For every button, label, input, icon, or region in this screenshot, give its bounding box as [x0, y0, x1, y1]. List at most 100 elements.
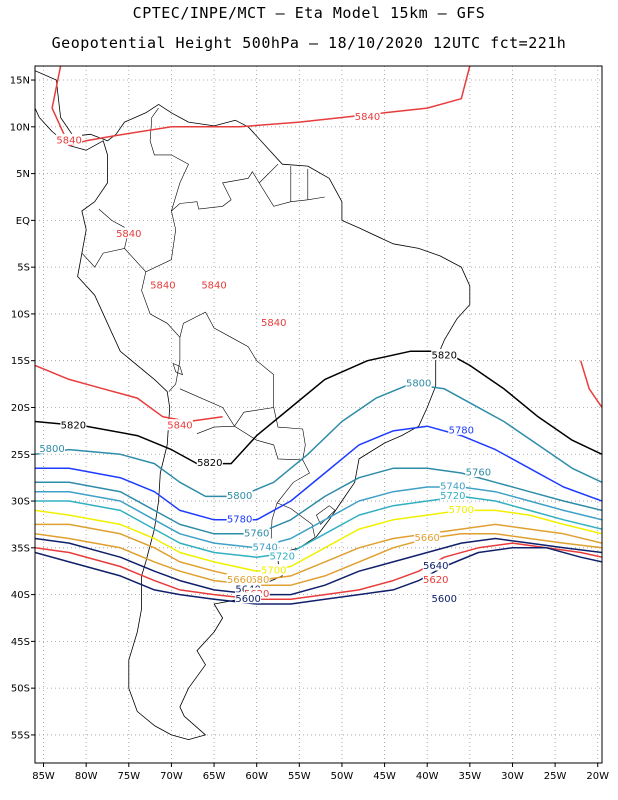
- contour-label: 5600: [235, 594, 260, 605]
- country-border: [98, 208, 130, 249]
- contour-label: 5680: [244, 575, 269, 586]
- contour-5600: [35, 547, 602, 605]
- lat-tick-label: 10S: [11, 309, 30, 320]
- contour-label: 5780: [227, 514, 252, 525]
- contour-5720: [35, 495, 602, 558]
- contour-label: 5800: [227, 491, 252, 502]
- contour-label: 5840: [116, 229, 141, 240]
- lon-tick-label: 80W: [75, 771, 98, 782]
- lat-tick-label: 50S: [11, 684, 30, 695]
- contour-label-bg: [422, 559, 449, 571]
- contour-label-bg: [422, 573, 449, 585]
- contour-5680: [35, 523, 602, 582]
- lon-tick-label: 75W: [117, 771, 140, 782]
- lon-tick-label: 20W: [586, 771, 609, 782]
- contour-5800: [35, 383, 602, 498]
- contour-label: 5820: [197, 458, 222, 469]
- contour-label-bg: [226, 489, 253, 501]
- contour-label-bg: [269, 550, 296, 562]
- lat-tick-label: 5N: [16, 169, 30, 180]
- contour-label-bg: [201, 278, 228, 290]
- land-outlines: [35, 70, 471, 740]
- lat-tick-label: 45S: [11, 637, 30, 648]
- contour-label-bg: [439, 489, 466, 501]
- contour-label-bg: [243, 526, 270, 538]
- country-border: [234, 407, 306, 461]
- contour-5660: [35, 533, 602, 586]
- contour-label-bg: [56, 133, 83, 145]
- lon-tick-label: 30W: [501, 771, 524, 782]
- contour-label: 5740: [440, 482, 465, 493]
- contour-label-bg: [226, 512, 253, 524]
- contour-label-bg: [39, 442, 66, 454]
- contour-label-bg: [405, 377, 432, 389]
- contour-label: 5720: [270, 552, 295, 563]
- lat-tick-label: 20S: [11, 403, 30, 414]
- contour-label: 5840: [150, 280, 175, 291]
- height-contours: [35, 66, 602, 605]
- contour-label-bg: [149, 278, 176, 290]
- contour-label-bg: [243, 573, 270, 585]
- contour-label: 5840: [56, 135, 81, 146]
- contour-5840: [51, 66, 471, 147]
- lat-tick-label: 55S: [11, 730, 30, 741]
- contour-label: 5840: [355, 112, 380, 123]
- country-border: [141, 171, 325, 338]
- contour-label-bg: [196, 456, 223, 468]
- contour-5640: [35, 537, 602, 596]
- contour-label-bg: [448, 423, 475, 435]
- contour-5760: [35, 467, 602, 535]
- lon-tick-label: 60W: [245, 771, 268, 782]
- map-frame: [34, 65, 603, 764]
- contour-label: 5700: [449, 505, 474, 516]
- lon-tick-label: 70W: [160, 771, 183, 782]
- contour-label: 5840: [261, 318, 286, 329]
- latitude-tick-labels: 15N 10N 5N EQ 5S 10S 15S 20S 25S 30S 35S 40S 45S 50S 5…: [10, 76, 35, 741]
- lon-tick-label: 55W: [288, 771, 311, 782]
- lat-tick-label: 25S: [11, 450, 30, 461]
- contour-5780: [35, 425, 602, 521]
- contour-label: 5820: [432, 351, 457, 362]
- contour-label-bg: [414, 531, 441, 543]
- lat-tick-label: 5S: [17, 263, 30, 274]
- contour-label-bg: [260, 564, 287, 576]
- lat-tick-label: 15S: [11, 356, 30, 367]
- contour-labels: 5840 5840 5840 5840 5840 5840 5840 5820 5820 5820…: [39, 110, 492, 605]
- contour-label: 5840: [201, 280, 226, 291]
- contour-label: 5760: [466, 467, 491, 478]
- contour-5840: [35, 364, 223, 423]
- lake-outline: [172, 362, 183, 376]
- country-border: [258, 163, 279, 184]
- contour-label: 5840: [167, 421, 192, 432]
- country-border: [168, 383, 176, 392]
- contour-label: 5780: [449, 425, 474, 436]
- country-border: [81, 248, 147, 273]
- lat-tick-label: EQ: [16, 216, 30, 227]
- lake-outline: [316, 505, 336, 525]
- contour-label-bg: [260, 316, 287, 328]
- contour-label: 5640: [423, 561, 448, 572]
- title-line-2: Geopotential Height 500hPa – 18/10/2020 …: [51, 34, 567, 52]
- contour-label-bg: [354, 110, 381, 122]
- lat-lon-grid: [35, 66, 602, 763]
- contour-label-bg: [431, 592, 458, 604]
- contour-label: 5800: [39, 444, 64, 455]
- title-line-1: CPTEC/INPE/MCT – Eta Model 15km – GFS: [132, 4, 486, 22]
- contour-label-bg: [60, 419, 87, 431]
- contour-5840: [579, 360, 602, 408]
- lat-tick-label: 40S: [11, 590, 30, 601]
- contour-label: 5760: [244, 528, 269, 539]
- lat-tick-label: 30S: [11, 497, 30, 508]
- contour-label: 5660: [414, 533, 439, 544]
- lon-tick-label: 25W: [544, 771, 567, 782]
- country-border: [149, 107, 189, 212]
- country-border: [175, 311, 274, 427]
- lon-tick-label: 45W: [373, 771, 396, 782]
- contour-label-bg: [226, 573, 253, 585]
- contour-label-bg: [166, 419, 193, 431]
- contour-label: 5620: [423, 575, 448, 586]
- lat-tick-label: 35S: [11, 543, 30, 554]
- contour-5620: [35, 542, 602, 601]
- contour-label-bg: [252, 540, 279, 552]
